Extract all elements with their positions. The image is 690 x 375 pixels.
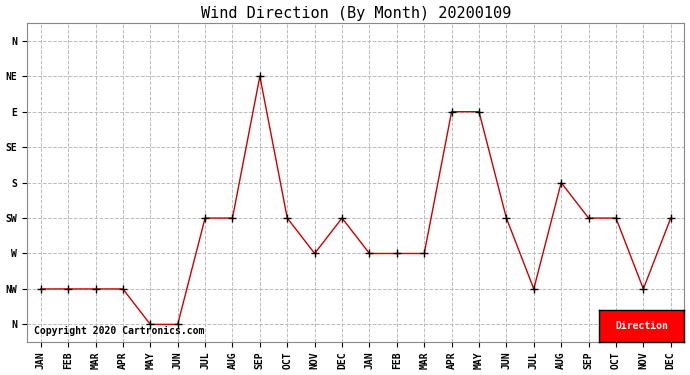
Text: Copyright 2020 Cartronics.com: Copyright 2020 Cartronics.com [34, 326, 204, 336]
Title: Wind Direction (By Month) 20200109: Wind Direction (By Month) 20200109 [201, 6, 511, 21]
